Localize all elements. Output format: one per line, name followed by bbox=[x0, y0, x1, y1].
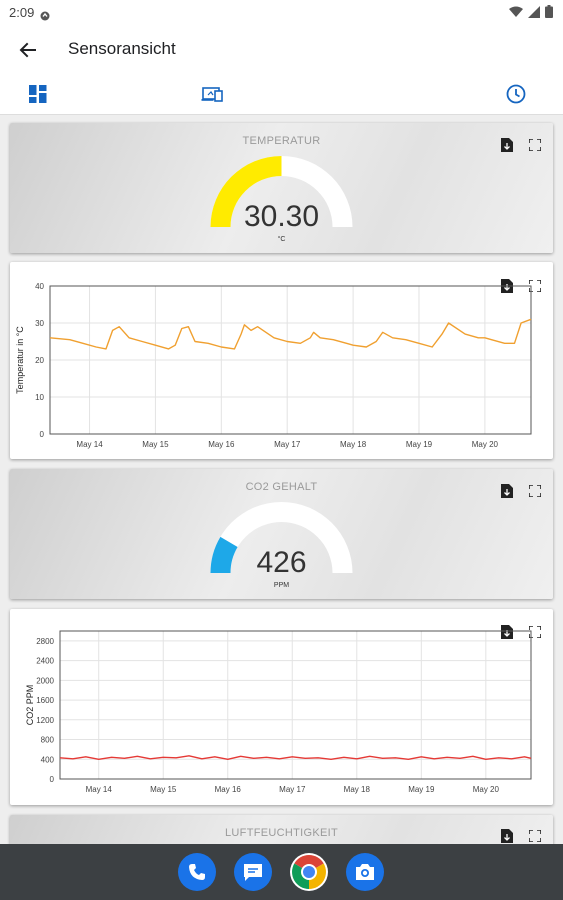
y-tick-label: 0 bbox=[40, 430, 45, 439]
x-tick-label: May 16 bbox=[215, 785, 242, 794]
x-tick-label: May 17 bbox=[279, 785, 306, 794]
x-tick-label: May 19 bbox=[406, 440, 433, 449]
y-tick-label: 2400 bbox=[36, 657, 54, 666]
plot-frame bbox=[49, 285, 532, 435]
app-bar: Sensoransicht bbox=[0, 26, 563, 74]
plot-frame bbox=[59, 630, 532, 780]
phone-icon[interactable] bbox=[178, 853, 216, 891]
gauge-unit: °C bbox=[277, 236, 286, 243]
card-title: LUFTFEUCHTIGKEIT bbox=[225, 827, 338, 839]
series-line bbox=[49, 318, 532, 350]
y-tick-label: 20 bbox=[35, 356, 44, 365]
series-line bbox=[59, 755, 532, 760]
tab-bar bbox=[0, 74, 563, 115]
card-title: CO2 GEHALT bbox=[245, 481, 318, 493]
gauge-value: 30.30 bbox=[243, 200, 320, 233]
x-tick-label: May 14 bbox=[76, 440, 103, 449]
tab-dashboard[interactable] bbox=[24, 80, 52, 108]
x-tick-label: May 15 bbox=[150, 785, 177, 794]
y-axis-label: CO2 PPM bbox=[25, 685, 35, 726]
notification-icon bbox=[40, 8, 50, 26]
temperature-chart-card: 0 10 20 30 40 May 14 May 15 May 16 May 17 May 18 M… bbox=[10, 262, 553, 459]
temperature-line-chart: 0 10 20 30 40 May 14 May 15 May 16 May 17 May 18 M… bbox=[15, 282, 532, 449]
export-file-icon[interactable] bbox=[501, 138, 513, 157]
y-tick-label: 800 bbox=[41, 736, 55, 745]
co2-line-chart: 0 400 800 1200 1600 2000 2400 2800 May 14 May 15 M… bbox=[25, 630, 532, 794]
y-tick-label: 30 bbox=[35, 319, 44, 328]
co2-gauge bbox=[210, 502, 353, 573]
system-dock bbox=[0, 844, 563, 900]
card-title: TEMPERATUR bbox=[242, 135, 321, 147]
gauge-track bbox=[210, 502, 353, 573]
devices-icon bbox=[201, 87, 223, 102]
y-tick-label: 1200 bbox=[36, 716, 54, 725]
y-tick-label: 400 bbox=[41, 755, 55, 764]
y-tick-label: 1600 bbox=[36, 696, 54, 705]
export-file-icon[interactable] bbox=[501, 829, 513, 848]
gauge-fill bbox=[210, 536, 238, 573]
status-bar: 2:09 bbox=[0, 0, 563, 26]
battery-icon bbox=[545, 5, 553, 23]
x-tick-label: May 14 bbox=[86, 785, 113, 794]
x-tick-label: May 18 bbox=[344, 785, 371, 794]
x-tick-label: May 15 bbox=[142, 440, 169, 449]
wifi-icon bbox=[509, 5, 523, 23]
gauge-fill bbox=[210, 156, 282, 227]
gauge-unit: PPM bbox=[273, 582, 290, 589]
messages-icon[interactable] bbox=[234, 853, 272, 891]
temperature-gauge bbox=[210, 156, 353, 227]
x-tick-label: May 17 bbox=[274, 440, 301, 449]
y-tick-label: 10 bbox=[35, 393, 44, 402]
back-arrow-icon[interactable] bbox=[14, 36, 42, 64]
y-axis-label: Temperatur in °C bbox=[15, 326, 25, 394]
y-tick-label: 2800 bbox=[36, 637, 54, 646]
dashboard-icon bbox=[29, 85, 47, 103]
chrome-icon[interactable] bbox=[290, 853, 328, 891]
co2-chart-card: 0 400 800 1200 1600 2000 2400 2800 May 14 May 15 M… bbox=[10, 609, 553, 805]
export-file-icon[interactable] bbox=[501, 484, 513, 503]
temperature-gauge-card: TEMPERATUR 30.30 °C bbox=[10, 123, 553, 253]
gauge-value: 426 bbox=[256, 546, 307, 579]
x-tick-label: May 16 bbox=[208, 440, 235, 449]
status-time: 2:09 bbox=[9, 5, 35, 20]
history-icon bbox=[506, 84, 526, 104]
tab-history[interactable] bbox=[502, 80, 530, 108]
x-tick-label: May 20 bbox=[473, 785, 500, 794]
page-title: Sensoransicht bbox=[68, 39, 176, 58]
y-tick-label: 2000 bbox=[36, 676, 54, 685]
x-tick-label: May 18 bbox=[340, 440, 367, 449]
signal-icon bbox=[528, 5, 540, 23]
camera-icon[interactable] bbox=[346, 853, 384, 891]
y-tick-label: 0 bbox=[50, 775, 55, 784]
x-tick-label: May 19 bbox=[408, 785, 435, 794]
tab-devices[interactable] bbox=[199, 80, 227, 108]
y-tick-label: 40 bbox=[35, 282, 44, 291]
x-tick-label: May 20 bbox=[472, 440, 499, 449]
co2-gauge-card: CO2 GEHALT 426 PPM bbox=[10, 469, 553, 599]
